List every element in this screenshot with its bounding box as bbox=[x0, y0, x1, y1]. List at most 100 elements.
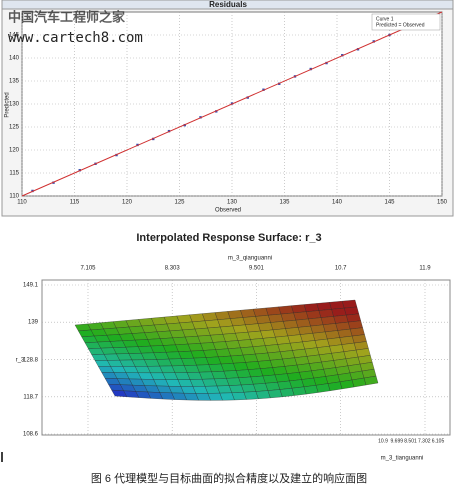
surface-patch bbox=[318, 309, 334, 318]
surface-patch bbox=[252, 307, 269, 317]
x-tick-label: 140 bbox=[332, 200, 343, 206]
surface-patch bbox=[242, 316, 259, 326]
x-tick-label: 10.7 bbox=[335, 266, 347, 272]
chart-title: Interpolated Response Surface: r_3 bbox=[136, 232, 321, 244]
x-tick-label: 8.303 bbox=[165, 266, 181, 272]
x-tick-label: 7.105 bbox=[80, 266, 96, 272]
surface-patch bbox=[279, 388, 295, 397]
y-tick-label: 139 bbox=[28, 320, 39, 326]
fit-line bbox=[21, 11, 443, 197]
y-tick-label: 118.7 bbox=[23, 394, 38, 400]
surface-patch bbox=[252, 345, 268, 355]
x-tick-label: 11.9 bbox=[419, 266, 431, 272]
surface-patch bbox=[235, 331, 251, 341]
caption: 图 6 代理模型与目标曲面的拟合精度以及建立的响应面图 bbox=[91, 471, 367, 485]
surface-patch bbox=[293, 311, 309, 321]
surface-patch bbox=[283, 319, 299, 329]
surface-patch bbox=[260, 367, 276, 377]
legend-box bbox=[371, 13, 441, 31]
y-tick-label: 130 bbox=[9, 102, 20, 108]
surface-patch bbox=[250, 338, 266, 347]
chart-title: Residuals bbox=[209, 0, 247, 9]
surface-patch bbox=[237, 339, 254, 348]
surface-patch bbox=[257, 360, 273, 369]
surface-patch bbox=[363, 375, 379, 386]
y-tick-label: 110 bbox=[9, 194, 19, 200]
surface-patch bbox=[277, 380, 293, 390]
surface-patch bbox=[287, 334, 303, 344]
surface-patch bbox=[272, 328, 289, 338]
x-tick-label: 9.501 bbox=[249, 266, 265, 272]
surface-patch bbox=[260, 329, 276, 339]
surface-patch bbox=[306, 310, 322, 320]
y-tick-label: 135 bbox=[9, 79, 20, 85]
z-axis-label: m_3_tianguanni bbox=[381, 456, 424, 462]
surface-patch bbox=[282, 357, 298, 367]
surface-patch bbox=[262, 374, 278, 384]
surface-patch bbox=[277, 343, 293, 352]
surface-patch bbox=[275, 335, 291, 345]
title-bar bbox=[1, 0, 454, 10]
watermark: 中国汽车工程师之家 bbox=[8, 9, 126, 24]
y-tick-label: 125 bbox=[9, 125, 20, 131]
surface-patch bbox=[278, 305, 294, 315]
surface-patch bbox=[265, 306, 282, 316]
surface-patch bbox=[291, 304, 307, 314]
x-tick-label: 120 bbox=[122, 200, 133, 206]
surface-patch bbox=[320, 316, 336, 325]
surface-patch bbox=[255, 315, 271, 324]
y-tick-label: 108.6 bbox=[23, 432, 39, 438]
y-tick-label: 140 bbox=[9, 56, 20, 62]
surface-patch bbox=[316, 302, 332, 311]
x-tick-label: 135 bbox=[279, 200, 290, 206]
surface-patch bbox=[289, 341, 305, 351]
surface-patch bbox=[265, 344, 281, 354]
z-tick-label: 7.302 bbox=[418, 438, 431, 444]
surface-patch bbox=[285, 327, 301, 337]
z-tick-label: 9.699 bbox=[391, 438, 404, 444]
surface-patch bbox=[284, 364, 300, 374]
y-tick-label: 115 bbox=[9, 171, 19, 177]
x-tick-label: 125 bbox=[174, 200, 185, 206]
surface-patch bbox=[308, 317, 324, 327]
surface-patch bbox=[240, 346, 256, 356]
y-tick-label: 145 bbox=[9, 33, 20, 39]
surface-patch bbox=[270, 358, 286, 368]
x-tick-label: 130 bbox=[227, 200, 238, 206]
surface-patch bbox=[230, 317, 246, 327]
x-tick-label: 145 bbox=[384, 200, 395, 206]
surface-patch bbox=[245, 323, 261, 333]
surface-patch bbox=[247, 330, 264, 340]
surface-patch bbox=[214, 311, 231, 320]
surface-patch bbox=[217, 318, 234, 328]
surface-patch bbox=[342, 299, 358, 309]
y-axis-label: r_3 bbox=[16, 358, 25, 364]
surface-patch bbox=[295, 318, 311, 328]
y-tick-label: 149.1 bbox=[23, 283, 39, 289]
surface-patch bbox=[344, 306, 360, 316]
surface-patch bbox=[315, 383, 331, 393]
z-tick-label: 6.105 bbox=[432, 438, 445, 444]
y-tick-label: 120 bbox=[9, 148, 20, 154]
surface-patch bbox=[257, 322, 274, 332]
surface-patch bbox=[272, 366, 288, 376]
surface-patch bbox=[268, 313, 284, 323]
surface-patch bbox=[265, 382, 281, 391]
x-tick-label: 115 bbox=[70, 200, 80, 206]
surface-patch bbox=[287, 372, 302, 382]
z-tick-label: 10.9 bbox=[378, 438, 388, 444]
legend-entry: Predicted = Observed bbox=[376, 22, 425, 28]
surface-patch bbox=[227, 310, 244, 319]
surface-patch bbox=[303, 303, 320, 312]
x-axis-label: Observed bbox=[215, 208, 241, 214]
surface-patch bbox=[297, 325, 313, 335]
x-tick-label: 150 bbox=[437, 200, 448, 206]
y-tick-label: 128.8 bbox=[23, 357, 39, 363]
surface-patch bbox=[232, 324, 249, 334]
surface-patch bbox=[255, 352, 271, 362]
x-axis-label: m_3_qianguanni bbox=[228, 256, 272, 262]
surface-patch bbox=[267, 351, 283, 361]
surface-patch bbox=[279, 350, 295, 360]
